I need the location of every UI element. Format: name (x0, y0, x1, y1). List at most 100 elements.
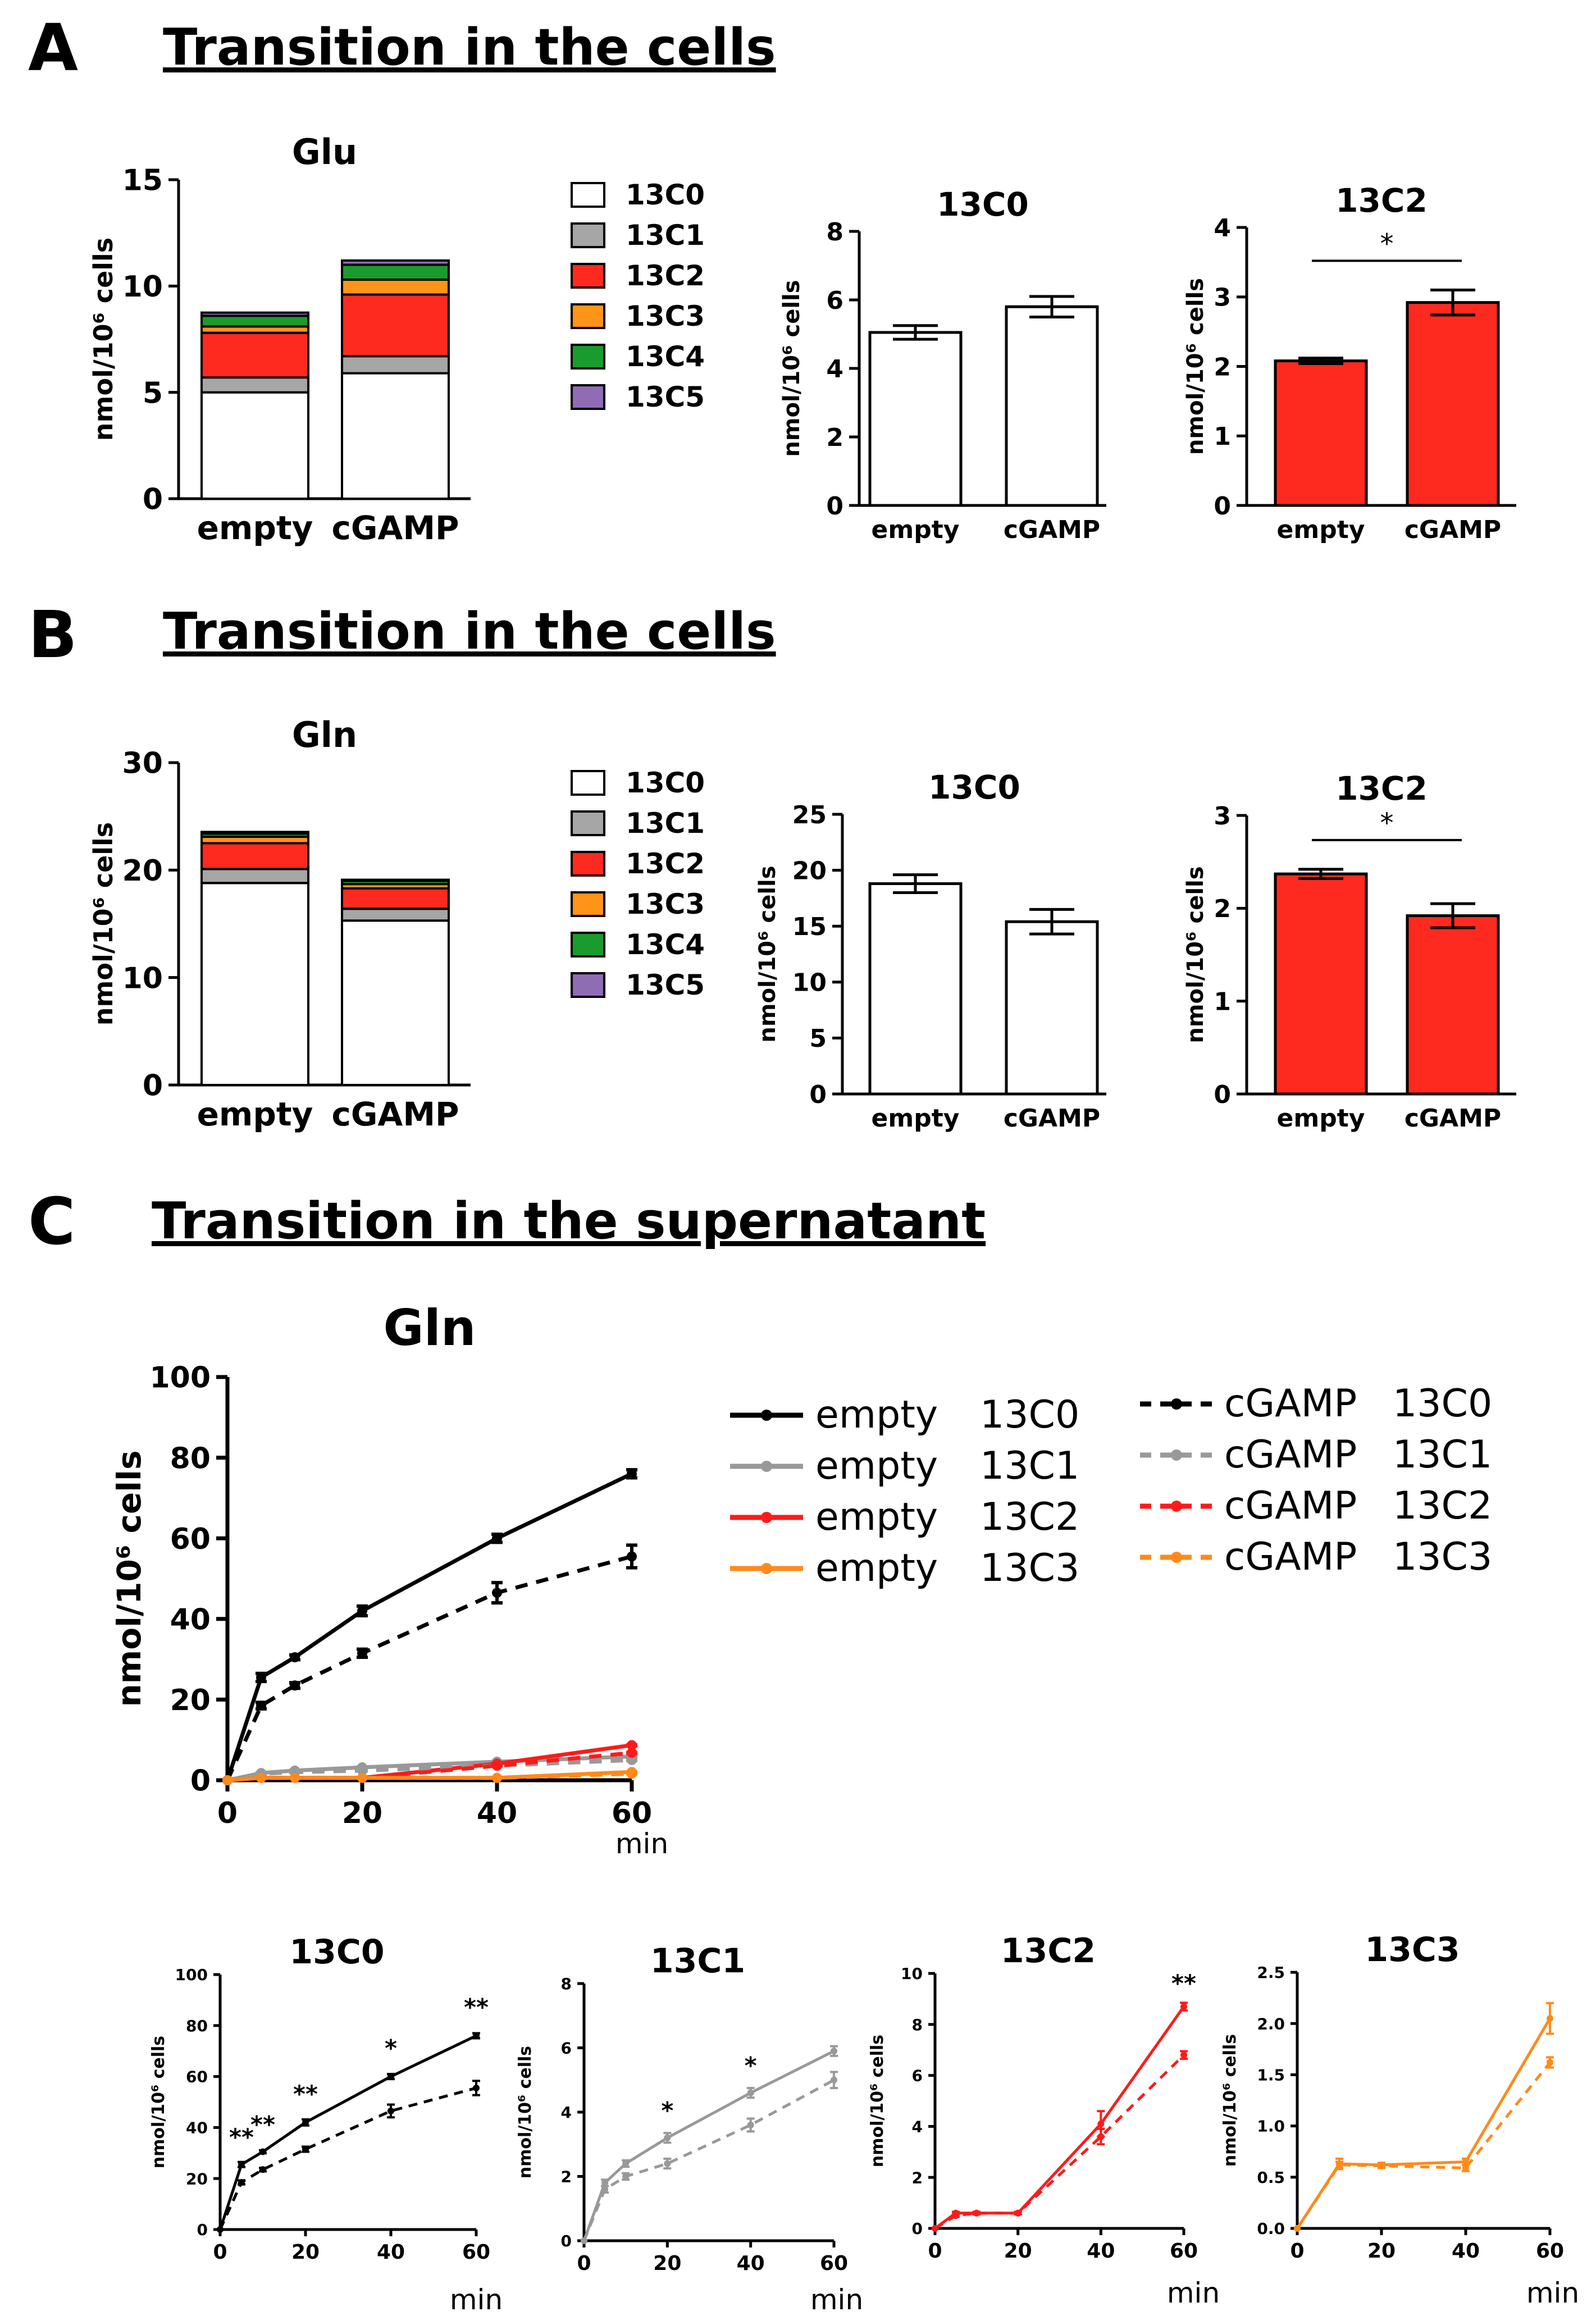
A_glu-ytick-label: 15 (122, 164, 163, 198)
section-b-letter: B (28, 598, 77, 673)
legend-empty-marker-13C3 (761, 1563, 772, 1574)
A_13C0-ytick-label: 4 (826, 355, 843, 384)
C_13C0-series-cGAMP-point (473, 2085, 480, 2092)
B_gln-legend-label: 13C1 (626, 807, 705, 840)
C_13C1-series-cGAMP-point (747, 2121, 754, 2128)
B_gln-legend-label: 13C5 (626, 969, 705, 1001)
C_13C3-x-label: min (1526, 2277, 1579, 2309)
C_13C3-ytick-label: 2.5 (1257, 1963, 1285, 1982)
C_13C0-series-cGAMP-point (217, 2226, 224, 2233)
B_13C2-title: 13C2 (1335, 769, 1428, 808)
A_13C2-category-label: empty (1277, 516, 1365, 544)
C_13C1-xtick-label: 60 (820, 2252, 848, 2275)
C_13C2-x-label: min (1167, 2277, 1220, 2309)
C_main-series-empty-13C0-point (290, 1652, 300, 1663)
B_13C0-title: 13C0 (928, 768, 1020, 806)
C_13C3-series-cGAMP-point (1378, 2162, 1385, 2169)
B_13C0-ytick-label: 0 (809, 1081, 827, 1109)
B_13C2-ytick-label: 1 (1214, 988, 1231, 1016)
C_13C0-series-empty-point (387, 2073, 394, 2080)
A_glu-bar-segment-13C2 (341, 293, 450, 358)
A_glu-ytick-label: 10 (122, 270, 163, 304)
legend-empty-name: empty (815, 1393, 938, 1437)
C_13C0-series-cGAMP-line (218, 2086, 477, 2231)
legend-empty-name: empty (815, 1546, 938, 1590)
C_13C1-series-empty-line (582, 2049, 835, 2241)
C_main-ytick-label: 40 (170, 1603, 211, 1637)
B_gln-legend-swatch-13C0 (571, 770, 605, 796)
C_main-legend: empty 13C0 empty 13C1 empty 13C2 empty 13C3 cGAM… (730, 1382, 1492, 1590)
C_13C0-series-cGAMP-point (259, 2166, 266, 2173)
C_13C1-x-label: min (810, 2283, 863, 2316)
C_13C1-series-empty-point (831, 2048, 837, 2055)
B_13C2-ytick-label: 2 (1214, 895, 1231, 923)
C_13C1-series-cGAMP-point (622, 2173, 630, 2180)
C_main-series-empty-13C0-point (357, 1606, 367, 1616)
legend-cgamp-name: cGAMP (1224, 1382, 1357, 1426)
C_main-series-empty-13C0-point (492, 1533, 502, 1544)
B_gln-chart: Gln 0 10 20 30 nmol/10⁶ cells empty cGAMP (88, 714, 471, 1133)
C_13C0-series-empty-line (218, 2034, 477, 2230)
A_glu-category-label: cGAMP (331, 509, 459, 547)
C_13C0-series-cGAMP-point (387, 2107, 394, 2114)
C_13C0-x-label: min (450, 2283, 503, 2316)
B_gln-category-label: empty (197, 1095, 313, 1133)
C_13C0-significance-label: ** (229, 2123, 254, 2151)
B_13C0-ytick-label: 20 (792, 856, 827, 885)
section-c-header: C Transition in the supernatant (28, 1184, 986, 1260)
C_13C1-significance-label: * (745, 2051, 757, 2079)
legend-cgamp-iso: 13C1 (1393, 1433, 1492, 1477)
B_13C2-bar (1406, 914, 1500, 1096)
C_main-xtick-label: 60 (612, 1797, 652, 1830)
A_glu-ytick-label: 0 (143, 483, 163, 517)
A_13C2-ytick-label: 1 (1214, 422, 1231, 451)
A_13C0-category-label: empty (872, 516, 960, 544)
C_main-series-empty-13C0-point (627, 1469, 637, 1479)
C_13C0-title: 13C0 (289, 1932, 384, 1972)
B_gln-legend-label: 13C4 (626, 928, 705, 961)
C_13C3-ytick-label: 1.5 (1257, 2066, 1285, 2084)
C_13C0-significance-label: * (385, 2034, 397, 2062)
B_13C0-category-label: cGAMP (1004, 1104, 1100, 1133)
C_13C3-ytick-label: 1.0 (1257, 2117, 1285, 2136)
C_main-series-empty-13C0-line (225, 1472, 633, 1781)
C_main-title: Gln (383, 1299, 476, 1357)
C_13C0-significance-label: ** (464, 1994, 489, 2021)
C_main-series-cGAMP-13C3-point (222, 1775, 232, 1785)
C_13C0-xtick-label: 60 (462, 2241, 490, 2264)
C_main-series-cGAMP-13C3-point (290, 1772, 300, 1783)
legend-cgamp-marker-13C2 (1171, 1501, 1182, 1512)
C_13C1-y-label: nmol/10⁶ cells (516, 2046, 535, 2178)
B_13C2-ytick-label: 0 (1214, 1081, 1231, 1109)
legend-cgamp-marker-13C3 (1171, 1552, 1182, 1563)
B_13C2-bar (1274, 872, 1368, 1096)
legend-cgamp-name: cGAMP (1224, 1484, 1357, 1528)
B_13C2-y-label: nmol/10⁶ cells (1183, 866, 1209, 1043)
C_13C3-xtick-label: 40 (1452, 2240, 1480, 2263)
C_13C0-ytick-label: 60 (186, 2068, 208, 2086)
C_13C2-series-cGAMP-point (932, 2225, 938, 2232)
C_13C3-ytick-label: 2.0 (1257, 2014, 1285, 2033)
A_13C2-ytick-label: 3 (1214, 284, 1231, 312)
C_13C0-series-cGAMP-point (302, 2145, 309, 2153)
C_13C3-ytick-label: 0.0 (1257, 2219, 1285, 2238)
C_13C2-chart: 13C2 0 2 4 6 8 10 0 20 40 60 min nmol/10⁶ cells ** (868, 1931, 1220, 2309)
section-b-header: B Transition in the cells (28, 598, 776, 673)
A_glu-bar-segment-13C1 (341, 355, 450, 375)
C_main-xtick-label: 20 (342, 1797, 382, 1830)
C_main-series-empty-13C2-point (627, 1740, 637, 1750)
B_13C0-ytick-label: 25 (792, 801, 827, 829)
A_13C0-category-label: cGAMP (1004, 516, 1100, 544)
A_glu-bar-segment-13C5 (200, 311, 309, 317)
C_13C3-series-cGAMP-point (1462, 2164, 1469, 2172)
legend-empty-marker-13C1 (761, 1461, 772, 1472)
B_gln-bar-segment-13C5 (200, 831, 309, 835)
C_main-series-cGAMP-13C1-point (627, 1755, 637, 1766)
C_main-series-cGAMP-13C3-point (627, 1768, 637, 1779)
C_13C2-series-empty-line (934, 2005, 1185, 2230)
section-a-letter: A (28, 11, 78, 86)
legend-empty-iso: 13C3 (980, 1546, 1079, 1590)
B_13C0-bar (868, 882, 963, 1096)
A_glu-legend-label: 13C5 (626, 381, 705, 413)
